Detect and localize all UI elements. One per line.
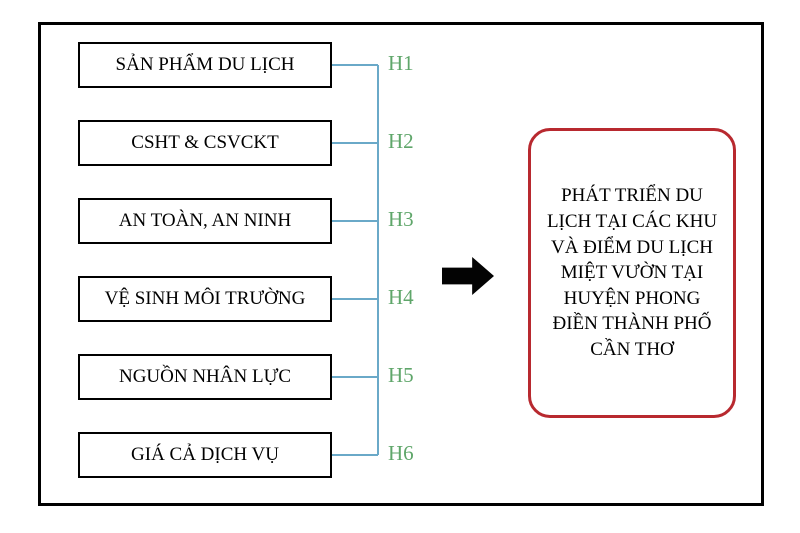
hypothesis-label: H3 (388, 207, 414, 232)
hypothesis-label: H5 (388, 363, 414, 388)
factor-label: GIÁ CẢ DỊCH VỤ (131, 444, 279, 466)
factor-label: CSHT & CSVCKT (131, 132, 278, 154)
factor-box: CSHT & CSVCKT (78, 120, 332, 166)
factor-label: NGUỒN NHÂN LỰC (119, 366, 291, 388)
outcome-box: PHÁT TRIỂN DU LỊCH TẠI CÁC KHU VÀ ĐIỂM D… (528, 128, 736, 418)
hypothesis-label: H1 (388, 51, 414, 76)
factor-label: AN TOÀN, AN NINH (119, 210, 291, 232)
factor-box: AN TOÀN, AN NINH (78, 198, 332, 244)
factor-label: SẢN PHẨM DU LỊCH (116, 54, 295, 76)
arrow-icon (442, 256, 494, 296)
factor-box: GIÁ CẢ DỊCH VỤ (78, 432, 332, 478)
outcome-text: PHÁT TRIỂN DU LỊCH TẠI CÁC KHU VÀ ĐIỂM D… (543, 183, 721, 362)
factor-label: VỆ SINH MÔI TRƯỜNG (105, 288, 306, 310)
hypothesis-label: H2 (388, 129, 414, 154)
factor-box: SẢN PHẨM DU LỊCH (78, 42, 332, 88)
hypothesis-label: H6 (388, 441, 414, 466)
factor-box: NGUỒN NHÂN LỰC (78, 354, 332, 400)
factor-box: VỆ SINH MÔI TRƯỜNG (78, 276, 332, 322)
hypothesis-label: H4 (388, 285, 414, 310)
